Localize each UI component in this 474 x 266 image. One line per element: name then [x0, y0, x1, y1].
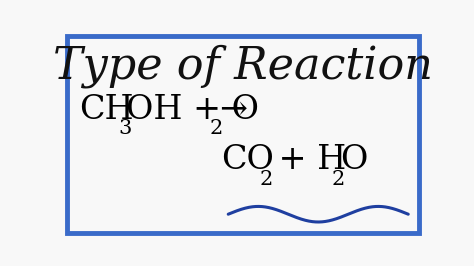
- Text: O: O: [340, 144, 367, 176]
- Text: CH: CH: [80, 94, 134, 126]
- Text: Type of Reaction: Type of Reaction: [53, 44, 433, 88]
- Text: OH + O: OH + O: [126, 94, 259, 126]
- Text: CO: CO: [221, 144, 274, 176]
- Text: 2: 2: [210, 119, 223, 138]
- Text: 3: 3: [118, 119, 131, 138]
- Text: 2: 2: [259, 169, 273, 189]
- Text: 2: 2: [332, 169, 345, 189]
- Text: + H: + H: [267, 144, 346, 176]
- Text: →: →: [219, 94, 246, 126]
